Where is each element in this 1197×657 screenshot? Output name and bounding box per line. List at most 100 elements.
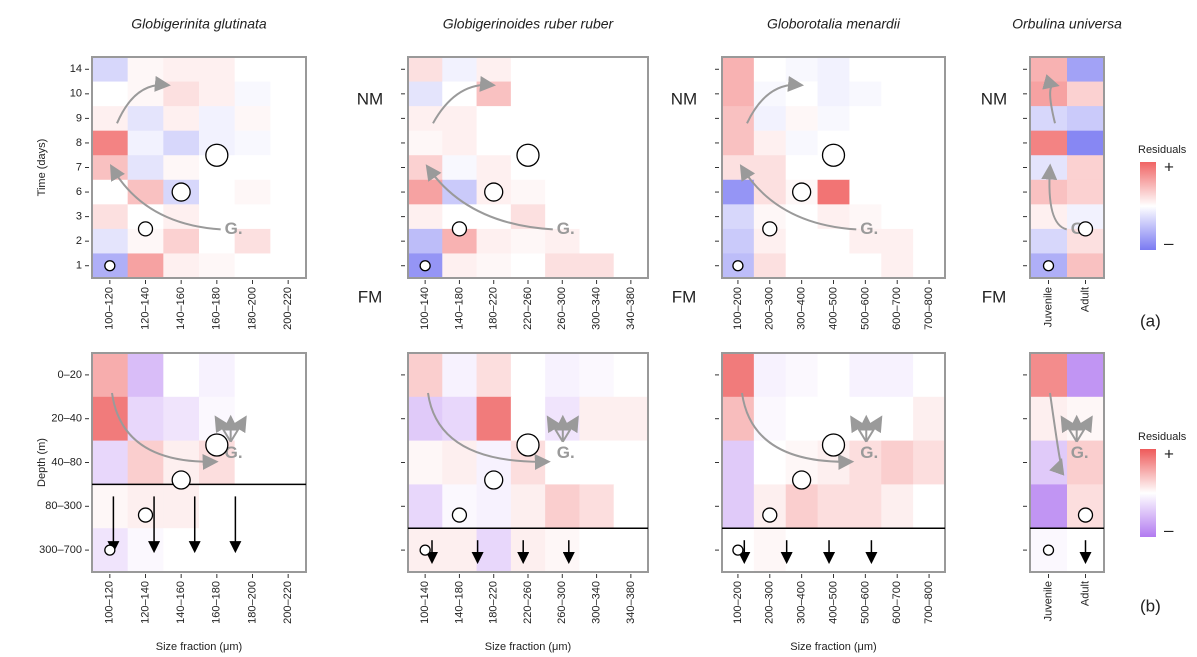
x-tick-label: 100–200 [732, 581, 744, 624]
y-tick-label: 9 [76, 112, 82, 124]
x-tick-label: Adult [1079, 287, 1091, 312]
heat-cell [442, 57, 478, 83]
legend-title: Residuals [1138, 431, 1187, 443]
x-tick-label: 300–400 [796, 287, 808, 330]
heat-cell [163, 57, 200, 83]
arrow [432, 76, 496, 124]
heat-cell [163, 155, 200, 181]
heat-cell [408, 484, 443, 529]
heat-cell [270, 179, 307, 205]
y-tick-label: 1 [76, 260, 82, 272]
heat-cell [1067, 130, 1105, 156]
heat-cell [234, 396, 271, 442]
x-tick-label: 140–180 [453, 581, 465, 624]
panel-title: Globigerinoides ruber ruber [443, 16, 615, 32]
heat-cell [476, 484, 512, 529]
heat-cell [913, 528, 946, 573]
heat-cell [785, 484, 819, 529]
heat-cell [442, 155, 478, 181]
x-tick-label: 180–220 [488, 287, 500, 330]
foram-icon [791, 182, 812, 202]
heat-cell [753, 106, 787, 132]
heat-cell [817, 106, 850, 132]
heat-cell [199, 528, 236, 573]
foram-icon [732, 544, 744, 556]
heat-cell [722, 130, 755, 156]
side-label: FM [982, 287, 1007, 306]
x-tick-label: 260–300 [556, 581, 568, 624]
heat-cell [881, 179, 914, 205]
x-tick-label: 200–300 [764, 287, 776, 330]
x-tick-label: 100–200 [732, 287, 744, 330]
heat-cell [1030, 440, 1068, 485]
heat-cell [163, 130, 200, 156]
legend-low: – [1164, 233, 1174, 252]
arrow [111, 392, 219, 470]
heat-cell [849, 253, 882, 279]
heat-cell [881, 440, 914, 485]
foram-icon [821, 143, 846, 167]
heat-cell [1067, 353, 1105, 398]
x-tick-label: 200–220 [282, 287, 294, 330]
heat-cell [613, 440, 649, 485]
x-tick-label: 180–200 [246, 287, 258, 330]
heat-cell [163, 228, 200, 254]
heat-cell [613, 353, 649, 398]
heat-cell [613, 204, 649, 230]
heat-cell [127, 130, 164, 156]
heat-cell [92, 106, 129, 132]
x-tick-label: 220–260 [522, 581, 534, 624]
x-tick-label: 100–120 [104, 287, 116, 330]
heat-cell [753, 253, 787, 279]
heat-cell [199, 353, 236, 398]
heat-cell [545, 155, 580, 181]
arrow [741, 392, 855, 470]
heat-cell [817, 179, 850, 205]
heat-cell [753, 130, 787, 156]
heat-cell [127, 57, 164, 83]
heat-cell [510, 253, 546, 279]
arrow [746, 75, 805, 124]
foram-icon [419, 260, 431, 272]
heat-cell [270, 155, 307, 181]
heat-cell [1067, 155, 1105, 181]
heat-cell [817, 484, 850, 529]
heat-cell [1067, 440, 1105, 485]
heat-cell [545, 253, 580, 279]
heat-cell [785, 57, 819, 83]
x-tick-label: 180–200 [246, 581, 258, 624]
heat-cell [753, 528, 787, 573]
foram-icon [419, 544, 431, 556]
panel-label: (a) [1140, 311, 1161, 330]
legend-low: – [1164, 520, 1174, 539]
heat-cell [92, 228, 129, 254]
foram-icon [1042, 544, 1055, 556]
heat-cell [442, 528, 478, 573]
annotation-g: G. [860, 443, 878, 462]
heat-cell [1067, 106, 1105, 132]
heat-cell [408, 81, 443, 107]
foram-icon [484, 470, 504, 490]
side-label: FM [358, 287, 383, 306]
heat-cell [476, 253, 512, 279]
panel-frame [1029, 56, 1105, 279]
foram-icon [791, 470, 812, 490]
heat-cell [476, 130, 512, 156]
heat-cell [579, 204, 615, 230]
x-tick-label: 700–800 [923, 287, 935, 330]
heat-cell [408, 106, 443, 132]
heat-cell [270, 106, 307, 132]
foram-icon [762, 221, 778, 237]
heat-cell [579, 228, 615, 254]
heat-cell [913, 204, 946, 230]
heat-cell [545, 57, 580, 83]
heat-cell [722, 204, 755, 230]
heat-cell [881, 253, 914, 279]
panel-title: Globorotalia menardii [767, 16, 901, 32]
heat-cell [545, 81, 580, 107]
heat-cell [545, 353, 580, 398]
heat-cell [408, 440, 443, 485]
x-tick-label: 400–500 [827, 287, 839, 330]
heat-cell [442, 253, 478, 279]
